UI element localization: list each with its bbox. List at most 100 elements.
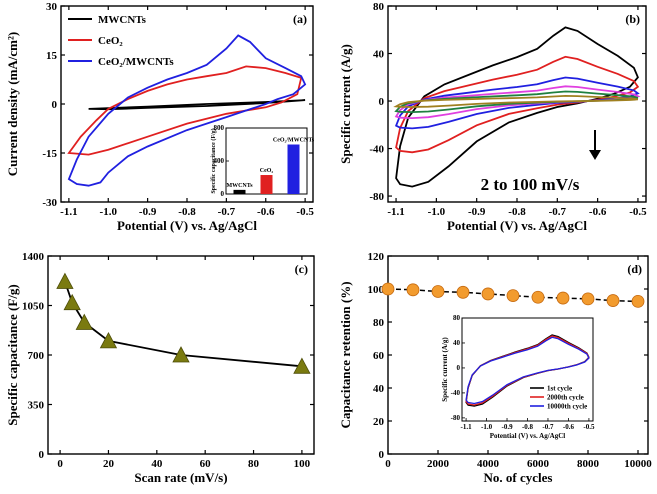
arrow-head xyxy=(589,150,601,160)
inset-x-tick-label: -0.8 xyxy=(522,423,534,431)
x-tick-label: -0.6 xyxy=(257,206,275,218)
x-tick-label: -0.5 xyxy=(296,206,314,218)
inset-bar-label: CeO₂/MWCNTs xyxy=(273,138,315,144)
data-point-1 xyxy=(406,283,420,297)
inset-bar-1 xyxy=(260,175,273,194)
x-tick-label: -0.6 xyxy=(589,206,607,218)
y-axis-label: Specific capacitance (F/g) xyxy=(5,284,20,426)
data-point-3 xyxy=(99,332,118,349)
inset-bar-label: CeO₂ xyxy=(260,168,274,174)
y-axis-label: Current density (mA/cm²) xyxy=(5,32,20,176)
panel-label: (b) xyxy=(625,12,640,26)
panel-c: 0 20 40 60 80 100 0 350 700 1050 1400 Scan rate (mV… xyxy=(5,251,315,485)
y-tick-label: 80 xyxy=(373,1,385,13)
data-point-0 xyxy=(381,282,395,296)
x-axis-label: No. of cycles xyxy=(484,470,553,485)
x-tick-label: 40 xyxy=(151,458,163,470)
inset-y-tick-label: -40 xyxy=(451,389,461,397)
y-tick-label: -15 xyxy=(42,148,57,160)
inset-x-tick-label: -0.9 xyxy=(501,423,513,431)
data-point-6 xyxy=(531,290,545,304)
y-tick-label: -30 xyxy=(42,197,57,209)
y-tick-label: 1400 xyxy=(22,251,45,263)
inset-x-tick-label: -1.0 xyxy=(481,423,493,431)
x-tick-label: -1.0 xyxy=(100,206,118,218)
panel-a: -1.1 -1.0 -0.9 -0.8 -0.7 -0.6 -0.5 -30 -15 0 15 30 P… xyxy=(5,1,315,233)
inset-x-tick-label: -1.1 xyxy=(461,423,473,431)
data-point-4 xyxy=(172,346,190,363)
x-tick-label: 10000 xyxy=(624,458,652,470)
x-tick-label: -0.8 xyxy=(508,206,526,218)
x-tick-label: 6000 xyxy=(527,458,550,470)
scan-rate-annotation: 2 to 100 mV/s xyxy=(481,175,580,194)
inset-series-line-2 xyxy=(465,336,590,405)
inset-bar-0 xyxy=(233,189,246,194)
y-tick-label: 40 xyxy=(373,49,385,61)
data-point-1 xyxy=(63,293,81,311)
panel-label: (d) xyxy=(627,262,642,276)
x-tick-label: 4000 xyxy=(477,458,500,470)
x-tick-label: -0.5 xyxy=(629,206,647,218)
panel-label: (a) xyxy=(293,12,307,26)
series-line-4 xyxy=(394,90,639,114)
inset-x-tick-label: -0.7 xyxy=(542,423,554,431)
x-tick-label: 80 xyxy=(248,458,260,470)
y-tick-label: -80 xyxy=(369,191,384,203)
inset-bar-2 xyxy=(287,144,300,194)
x-tick-label: 0 xyxy=(385,458,391,470)
data-point-4 xyxy=(481,287,495,301)
inset-y-tick-label: 0 xyxy=(221,190,225,198)
data-point-0 xyxy=(56,272,74,289)
series-line-0 xyxy=(395,26,639,188)
y-tick-label: 350 xyxy=(28,400,45,412)
data-point-5 xyxy=(506,289,520,303)
data-point-9 xyxy=(606,294,620,307)
trend-line xyxy=(387,288,639,303)
y-tick-label: 60 xyxy=(373,350,385,362)
inset-legend-label: 10000th cycle xyxy=(547,403,587,411)
inset-y-axis-label: Specific current (A/g) xyxy=(441,337,449,402)
x-tick-label: 0 xyxy=(57,458,63,470)
y-tick-label: -40 xyxy=(369,144,384,156)
inset-cv-chart: -1.1 -1.0 -0.9 -0.8 -0.7 -0.6 -0.5 -80 -40 0 40 80 P… xyxy=(441,314,595,440)
series-line-1 xyxy=(395,55,640,154)
series-line-3 xyxy=(394,85,641,120)
data-point-2 xyxy=(431,285,445,298)
data-point-5 xyxy=(293,357,311,374)
inset-y-tick-label: 800 xyxy=(214,124,225,132)
panel-label: (c) xyxy=(295,262,308,276)
y-tick-label: 0 xyxy=(379,449,385,461)
x-tick-label: 20 xyxy=(103,458,115,470)
series-line-0 xyxy=(88,99,306,111)
inset-legend-label: 1st cycle xyxy=(547,385,572,393)
x-axis-label: Potential (V) vs. Ag/AgCl xyxy=(447,218,587,233)
inset-x-tick-label: -0.6 xyxy=(563,423,575,431)
legend-label: CeO₂/MWCNTs xyxy=(98,56,174,68)
data-point-3 xyxy=(456,285,470,299)
x-tick-label: -0.8 xyxy=(178,206,196,218)
inset-bar-label: MWCNTs xyxy=(226,183,253,189)
x-tick-label: 100 xyxy=(294,458,311,470)
x-tick-label: -1.1 xyxy=(60,206,77,218)
inset-x-tick-label: -0.5 xyxy=(583,423,595,431)
y-tick-label: 15 xyxy=(46,50,58,62)
y-tick-label: 40 xyxy=(373,383,385,395)
panel-d: 0 2000 4000 6000 8000 10000 0 20 40 60 80 100 120 No.… xyxy=(338,251,652,485)
inset-y-tick-label: 40 xyxy=(453,339,461,347)
data-point-8 xyxy=(581,292,595,306)
x-tick-label: -0.7 xyxy=(549,206,567,218)
y-tick-label: 700 xyxy=(28,350,45,362)
y-axis-label: Specific current (A/g) xyxy=(338,44,353,164)
y-tick-label: 30 xyxy=(46,1,58,13)
x-axis-label: Potential (V) vs. Ag/AgCl xyxy=(117,218,257,233)
y-tick-label: 0 xyxy=(379,96,385,108)
inset-legend-label: 2000th cycle xyxy=(547,394,584,402)
y-tick-label: 120 xyxy=(368,251,385,263)
legend-label: MWCNTs xyxy=(98,14,147,26)
x-tick-label: 8000 xyxy=(577,458,600,470)
x-tick-label: -1.0 xyxy=(428,206,446,218)
inset-x-axis-label: Potential (V) vs. Ag/AgCl xyxy=(490,432,565,440)
legend-label: CeO₂ xyxy=(98,35,123,47)
